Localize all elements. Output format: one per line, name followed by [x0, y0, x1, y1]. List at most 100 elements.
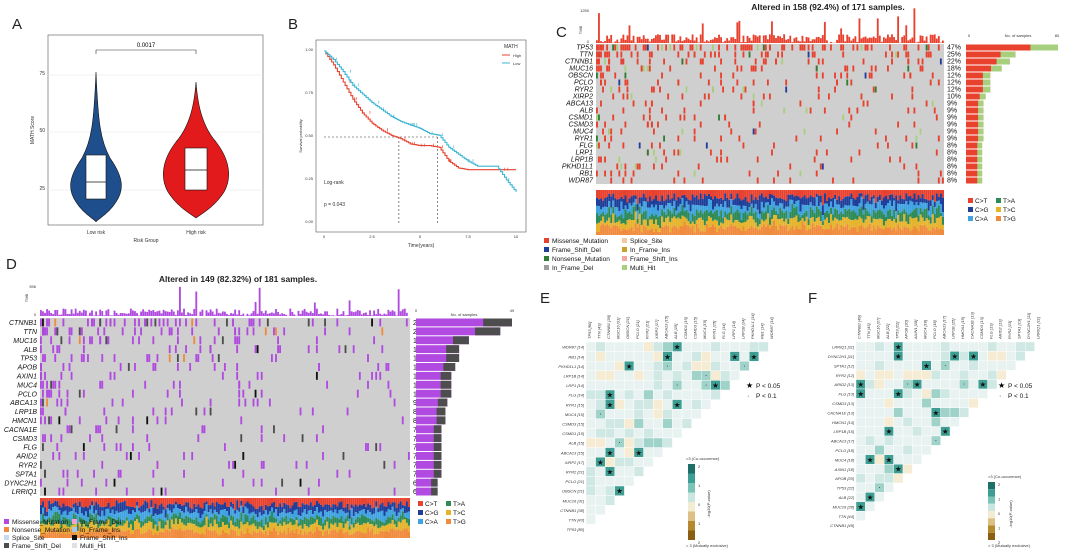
mutation-cell: [213, 318, 216, 327]
titv-segment: [205, 504, 208, 515]
titv-segment: [832, 214, 835, 221]
mutation-cell: [42, 434, 44, 443]
titv-segment: [154, 524, 157, 534]
titv-segment: [76, 530, 79, 536]
titv-segment: [895, 211, 898, 219]
titv-segment: [844, 190, 847, 197]
titv-segment: [117, 503, 120, 513]
titv-segment: [913, 190, 916, 194]
titv-segment: [665, 224, 668, 235]
heatmap-cell: [710, 389, 721, 400]
titv-segment: [722, 223, 725, 229]
titv-segment: [352, 516, 355, 523]
titv-segment: [87, 521, 90, 528]
titv-segment: [602, 207, 605, 213]
titv-segment: [246, 522, 249, 529]
titv-segment: [309, 498, 312, 503]
titv-segment: [671, 206, 674, 214]
titv-segment: [115, 498, 118, 501]
titv-segment: [620, 230, 623, 235]
titv-segment: [371, 524, 374, 529]
mutation-cell: [726, 156, 729, 163]
titv-segment: [777, 219, 780, 230]
heatmap-cell: [624, 399, 635, 410]
tmb-bar: [937, 36, 940, 43]
titv-segment: [154, 503, 157, 514]
titv-segment: [909, 213, 912, 217]
mutation-cell: [815, 65, 818, 72]
titv-segment: [405, 501, 408, 513]
titv-segment: [915, 217, 918, 229]
mutation-cell: [99, 318, 102, 327]
mutation-cell: [652, 128, 655, 135]
titv-segment: [925, 203, 928, 209]
titv-segment: [283, 509, 286, 519]
mutation-cell: [109, 318, 112, 327]
titv-segment: [803, 212, 806, 222]
mutation-cell: [752, 107, 755, 114]
titv-segment: [244, 523, 247, 534]
titv-segment: [383, 498, 386, 507]
tmb-bar: [803, 41, 806, 43]
gene-label: OBSCN: [568, 73, 594, 80]
titv-segment: [675, 218, 678, 228]
mutation-cell: [699, 100, 702, 107]
titv-segment: [793, 190, 796, 197]
titv-segment: [383, 525, 386, 532]
gene-bar-segment: [475, 327, 501, 336]
titv-segment: [630, 226, 633, 235]
titv-segment: [142, 498, 145, 505]
tmb-bar: [913, 8, 916, 43]
mutation-cell: [630, 51, 633, 58]
gene-label: LRRIQ1: [12, 489, 37, 496]
titv-segment: [748, 212, 751, 216]
mutation-cell: [616, 51, 619, 58]
titv-segment: [324, 504, 327, 511]
titv-segment: [264, 524, 267, 531]
gene-bar-segment: [977, 170, 983, 177]
titv-segment: [933, 190, 936, 203]
titv-segment: [756, 199, 759, 210]
tmb-bar: [123, 313, 126, 316]
heatmap-cell: [874, 379, 885, 390]
titv-segment: [919, 214, 922, 225]
titv-segment: [172, 508, 175, 514]
titv-segment: [874, 190, 877, 203]
mutation-cell: [174, 318, 177, 327]
titv-segment: [40, 498, 43, 505]
tmb-bar: [866, 38, 869, 43]
titv-segment: [144, 498, 147, 501]
mutation-cell: [724, 114, 727, 121]
tmb-bar: [270, 312, 273, 316]
titv-segment: [830, 214, 833, 225]
mutation-cell: [805, 107, 808, 114]
tmb-bar: [82, 309, 85, 316]
titv-segment: [95, 527, 98, 538]
mutation-cell: [941, 177, 944, 184]
mutation-cell: [693, 114, 696, 121]
titv-segment: [152, 498, 155, 508]
titv-segment: [941, 229, 944, 235]
mutation-cell: [82, 336, 85, 345]
titv-segment: [764, 211, 767, 220]
heatmap-cell: [949, 388, 960, 399]
titv-segment: [350, 508, 353, 518]
titv-segment: [377, 528, 380, 534]
titv-segment: [387, 523, 390, 532]
titv-segment: [720, 190, 723, 198]
tmb-bar: [252, 311, 255, 316]
titv-segment: [891, 206, 894, 216]
mutation-cell: [42, 443, 44, 451]
mutation-cell: [377, 363, 380, 371]
mutation-cell: [252, 327, 255, 336]
titv-segment: [803, 195, 806, 205]
tmb-bar: [907, 40, 910, 43]
colorbar-top-label: >3 (Co-occurence): [988, 474, 1022, 479]
titv-segment: [764, 226, 767, 235]
heatmap-cells: ★★ ★ ★★ ·★ · ★ · ★★ ★★★ ★·★ ★★·★★: [855, 341, 1035, 521]
titv-segment: [164, 521, 167, 526]
titv-segment: [671, 198, 674, 207]
titv-segment: [854, 190, 857, 200]
titv-segment: [878, 227, 881, 235]
titv-segment: [129, 498, 132, 507]
